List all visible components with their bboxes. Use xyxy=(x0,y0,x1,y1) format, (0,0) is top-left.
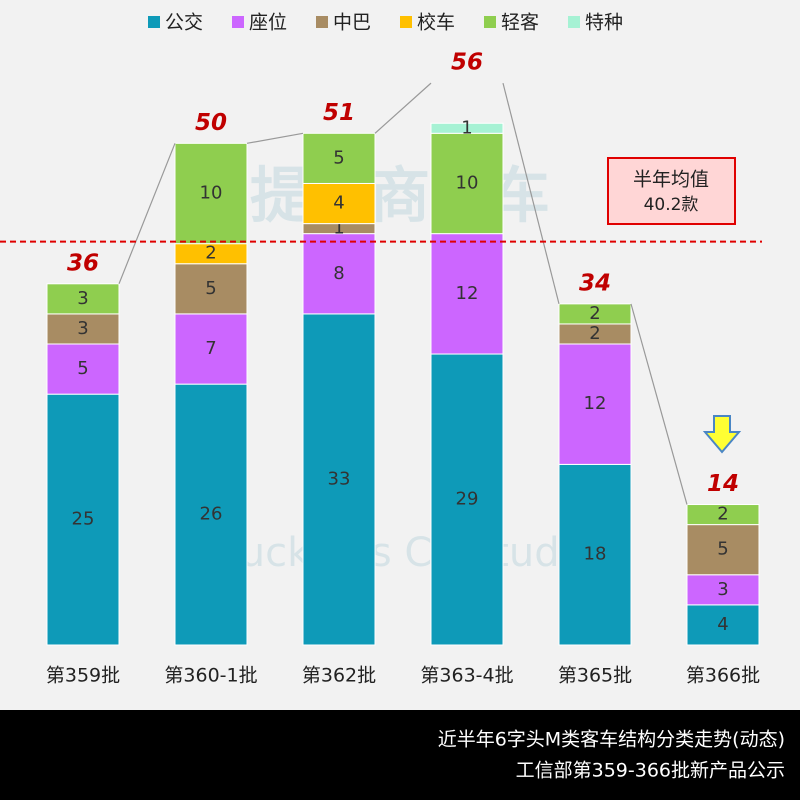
bar-segment xyxy=(430,353,504,646)
legend-swatch xyxy=(568,16,580,28)
legend-label: 公交 xyxy=(165,12,203,34)
bar-segment xyxy=(302,313,376,646)
total-label: 36 xyxy=(67,250,99,276)
bar-segment xyxy=(302,132,376,184)
value-label: 12 xyxy=(456,283,479,304)
trend-line xyxy=(374,82,432,134)
average-label: 40.2款 xyxy=(644,195,699,215)
footer-line: 工信部第359-366批新产品公示 xyxy=(516,760,785,782)
value-label: 12 xyxy=(584,393,607,414)
value-label: 10 xyxy=(200,183,223,204)
value-label: 1 xyxy=(461,117,472,138)
legend-label: 校车 xyxy=(417,12,455,34)
bar-segment xyxy=(430,122,504,134)
value-label: 2 xyxy=(717,504,728,525)
footer-band xyxy=(0,710,800,800)
total-label: 34 xyxy=(579,270,611,296)
x-tick-label: 第359批 xyxy=(46,665,120,687)
value-label: 18 xyxy=(584,544,607,565)
bar-segment xyxy=(558,303,632,325)
trend-line xyxy=(118,143,176,285)
legend-swatch xyxy=(148,16,160,28)
bar-segment xyxy=(558,463,632,646)
bar-segment xyxy=(174,142,248,245)
legend-label: 特种 xyxy=(585,12,623,34)
total-label: 51 xyxy=(323,100,355,126)
value-label: 3 xyxy=(717,579,728,600)
value-label: 5 xyxy=(77,358,88,379)
value-label: 2 xyxy=(589,303,600,324)
bar-segment xyxy=(46,393,120,646)
x-tick-label: 第362批 xyxy=(302,665,376,687)
value-label: 1 xyxy=(333,218,344,239)
bar-segment xyxy=(174,313,248,385)
bar-segment xyxy=(174,263,248,315)
legend-label: 中巴 xyxy=(333,12,371,34)
x-tick-label: 第365批 xyxy=(558,665,632,687)
value-label: 2 xyxy=(205,243,216,264)
value-label: 7 xyxy=(205,338,216,359)
value-label: 10 xyxy=(456,172,479,193)
total-label: 14 xyxy=(707,471,739,497)
legend-label: 轻客 xyxy=(501,12,539,34)
x-tick-label: 第360-1批 xyxy=(164,665,257,687)
value-label: 3 xyxy=(77,318,88,339)
value-label: 25 xyxy=(72,509,95,530)
value-label: 4 xyxy=(717,614,728,635)
bar-segment xyxy=(46,343,120,395)
x-tick-label: 第363-4批 xyxy=(420,665,513,687)
value-label: 33 xyxy=(328,468,351,489)
bar-segment xyxy=(430,233,504,355)
bar-segment xyxy=(46,283,120,315)
watermark: 提加商用车 xyxy=(250,162,550,232)
legend-swatch xyxy=(400,16,412,28)
value-label: 2 xyxy=(589,323,600,344)
bar-segment xyxy=(686,504,760,526)
bar-segment xyxy=(430,132,504,235)
legend-swatch xyxy=(316,16,328,28)
total-label: 50 xyxy=(195,110,227,136)
watermark-en: TruckPlus CV studio xyxy=(204,530,596,576)
value-label: 26 xyxy=(200,504,223,525)
total-label: 56 xyxy=(451,50,483,76)
value-label: 4 xyxy=(333,193,344,214)
x-tick-label: 第366批 xyxy=(686,665,760,687)
value-label: 5 xyxy=(717,539,728,560)
trend-line xyxy=(630,303,688,505)
down-arrow xyxy=(702,415,742,454)
bar-segment xyxy=(686,524,760,576)
trend-line xyxy=(246,132,304,144)
bar-segment xyxy=(686,604,760,646)
average-title: 半年均值 xyxy=(633,169,709,191)
value-label: 5 xyxy=(205,278,216,299)
bar-segment xyxy=(174,383,248,646)
value-label: 3 xyxy=(77,288,88,309)
bar-segment xyxy=(686,574,760,606)
trend-line xyxy=(502,82,560,305)
footer-line: 近半年6字头M类客车结构分类走势(动态) xyxy=(438,729,785,751)
value-label: 8 xyxy=(333,263,344,284)
average-box xyxy=(607,157,736,225)
legend-swatch xyxy=(484,16,496,28)
value-label: 5 xyxy=(333,147,344,168)
value-label: 29 xyxy=(456,489,479,510)
legend-swatch xyxy=(232,16,244,28)
bar-segment xyxy=(558,343,632,465)
legend-label: 座位 xyxy=(249,12,287,34)
